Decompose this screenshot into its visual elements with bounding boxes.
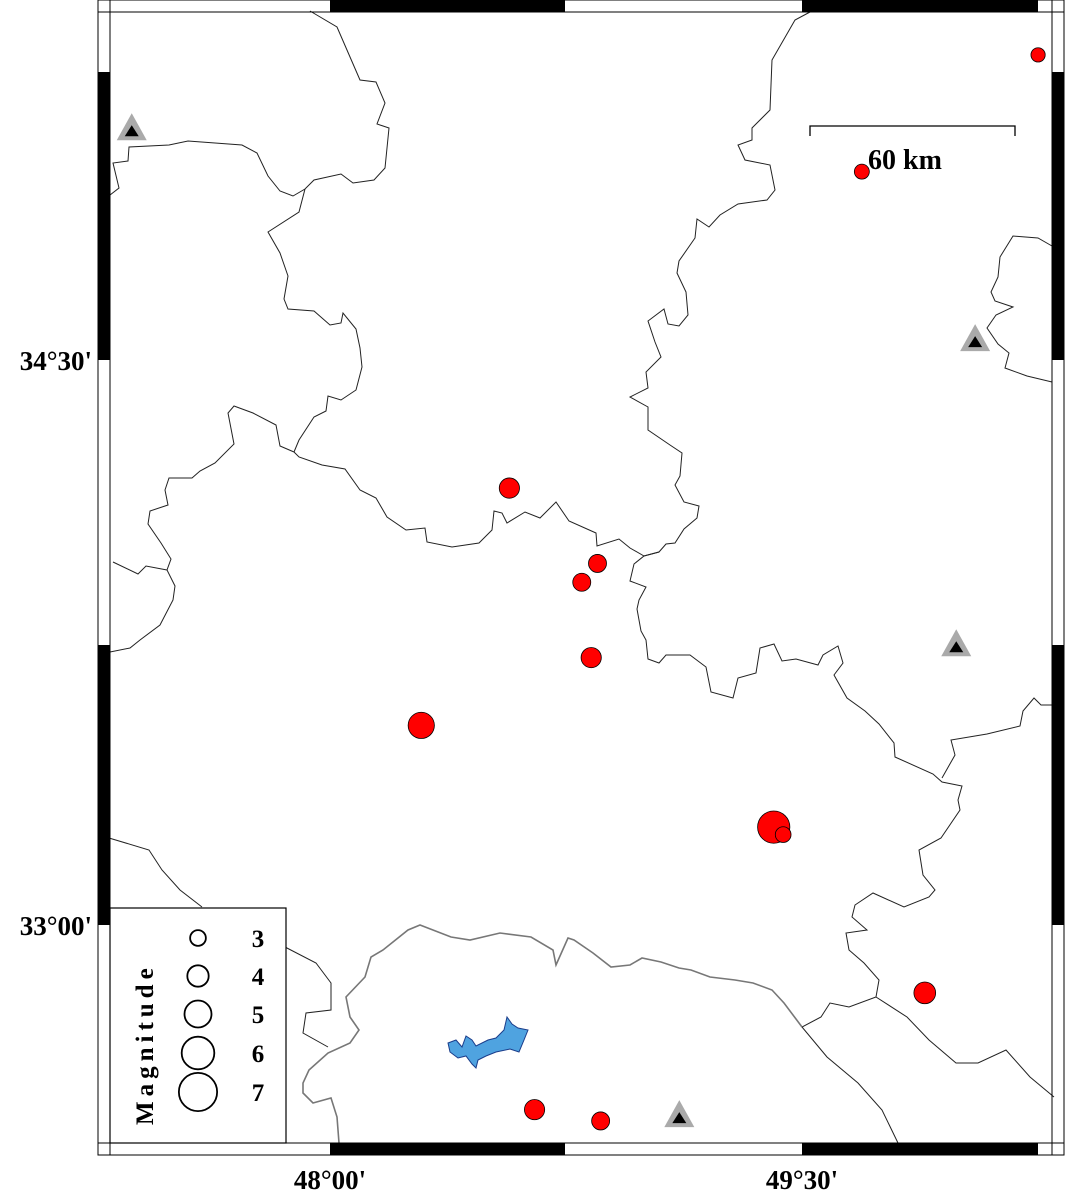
coastline (302, 924, 803, 1144)
station-marker (960, 324, 991, 352)
scale-bar-label: 60 km (868, 145, 942, 176)
station-triangle-inner-icon (968, 336, 983, 348)
legend-circle-4 (186, 964, 210, 988)
map-frame (97, 0, 1065, 1156)
earthquake-event (591, 1111, 611, 1131)
legend-title: Magnitude (132, 963, 159, 1125)
legend-circle-6 (180, 1035, 216, 1071)
legend-label-6: 6 (252, 1041, 265, 1068)
earthquake-event (774, 826, 792, 843)
earthquake-event (853, 163, 870, 180)
legend-circle-5 (183, 999, 213, 1029)
earthquake-event (580, 647, 602, 669)
earthquake-event (1030, 47, 1046, 63)
station-triangle-inner-icon (949, 641, 964, 653)
lat-label-34-30: 34°30' (20, 346, 92, 376)
events-layer (407, 47, 1046, 1131)
legend-label-7: 7 (252, 1080, 265, 1107)
scale-bar: 60 km (809, 125, 1016, 176)
earthquake-event (524, 1099, 546, 1121)
earthquake-event (572, 572, 592, 592)
earthquake-event (588, 554, 607, 573)
legend-circle-3 (189, 929, 207, 947)
earthquake-event (913, 981, 937, 1005)
station-marker (116, 113, 147, 141)
legend-label-5: 5 (252, 1002, 265, 1029)
station-marker (664, 1100, 695, 1128)
lon-label-48-00: 48°00' (294, 1165, 366, 1193)
lake (447, 1015, 529, 1069)
stations-layer (116, 113, 991, 1128)
station-triangle-inner-icon (672, 1112, 687, 1124)
legend-label-4: 4 (252, 964, 265, 991)
earthquake-event (407, 711, 435, 739)
earthquake-event (498, 477, 520, 499)
lat-label-33-00: 33°00' (20, 911, 92, 941)
station-marker (941, 629, 972, 657)
province-borders (108, 10, 1055, 1144)
legend-circle-7 (177, 1071, 219, 1113)
lon-label-49-30: 49°30' (766, 1165, 838, 1193)
magnitude-legend: Magnitude 3 4 5 6 7 (109, 907, 287, 1144)
station-triangle-inner-icon (124, 125, 139, 137)
legend-label-3: 3 (252, 926, 265, 953)
